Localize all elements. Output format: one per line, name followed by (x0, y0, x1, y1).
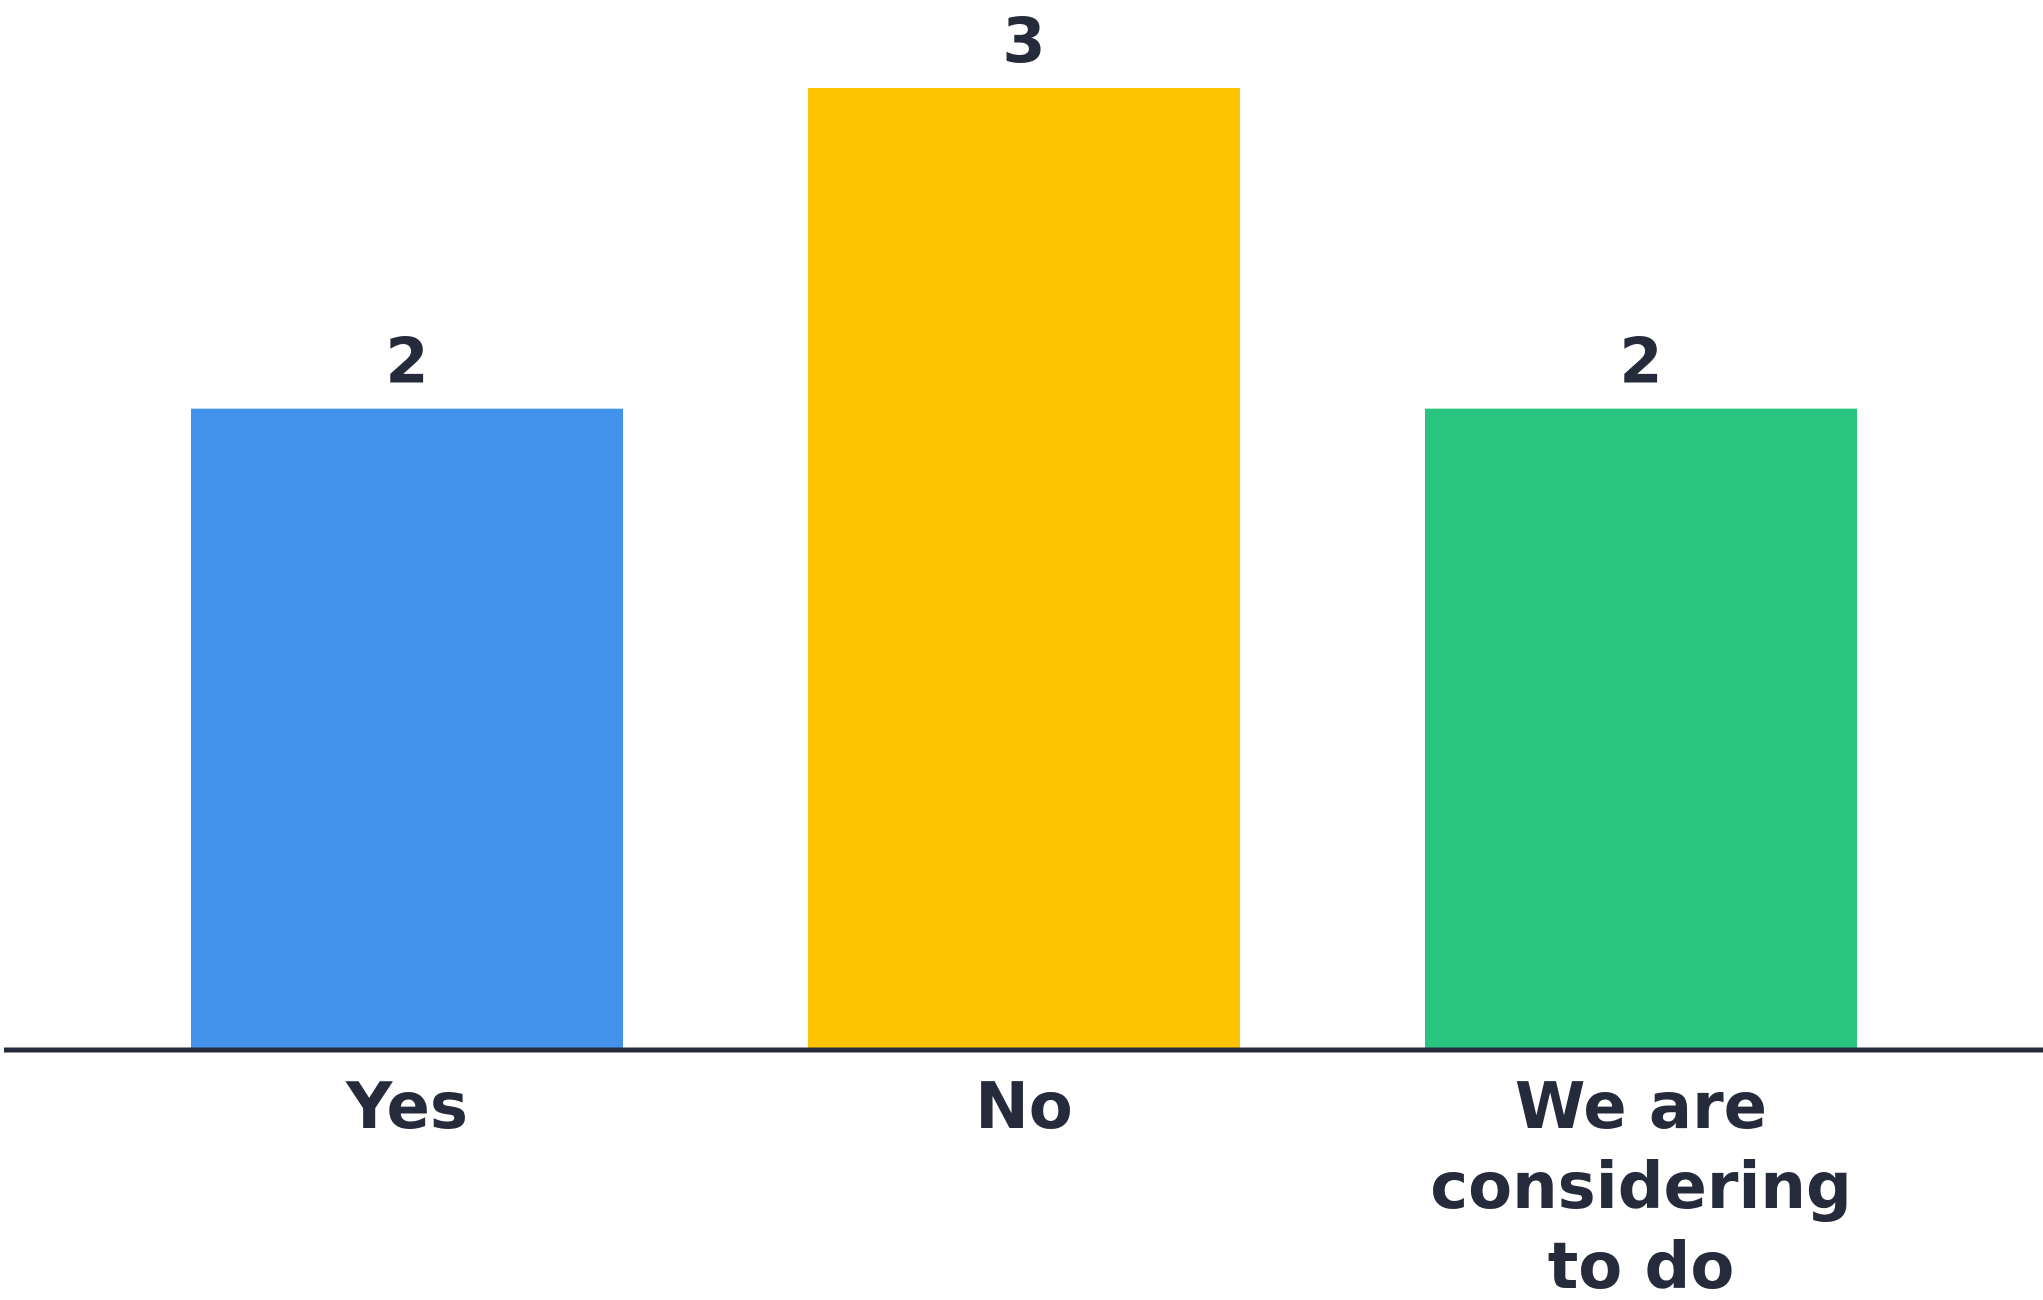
bar-0 (191, 408, 623, 1051)
data-label-1: 3 (1002, 4, 1045, 77)
category-label-0: Yes (345, 1070, 468, 1144)
bar-1 (808, 88, 1240, 1050)
category-label-2-line-2: to do (1548, 1230, 1735, 1300)
bar-2 (1425, 408, 1857, 1051)
category-label-2-line-0: We are (1515, 1070, 1767, 1144)
category-label-2: We are considering to do (1430, 1070, 1852, 1300)
data-labels-layer: 2 3 2 (385, 4, 1662, 398)
category-label-1: No (975, 1070, 1073, 1144)
category-label-1-line-0: No (975, 1070, 1073, 1144)
category-labels-layer: Yes No We are considering to do (345, 1070, 1852, 1300)
category-label-2-line-1: considering (1430, 1150, 1852, 1224)
data-label-2: 2 (1619, 325, 1662, 398)
bars-layer (191, 88, 1857, 1051)
data-label-0: 2 (385, 325, 428, 398)
category-label-0-line-0: Yes (345, 1070, 468, 1144)
